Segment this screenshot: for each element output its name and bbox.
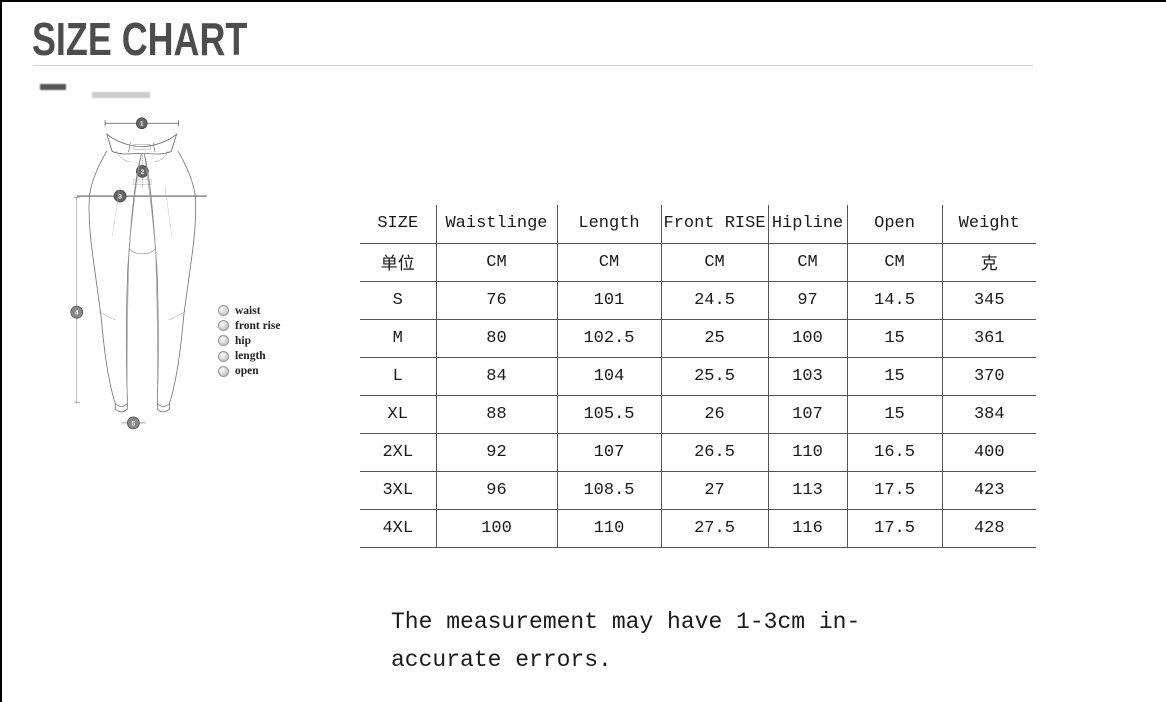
svg-text:5: 5 xyxy=(131,420,135,427)
svg-text:1: 1 xyxy=(140,121,144,128)
svg-text:4: 4 xyxy=(75,310,79,317)
svg-text:2: 2 xyxy=(141,169,145,176)
svg-text:3: 3 xyxy=(118,193,122,200)
